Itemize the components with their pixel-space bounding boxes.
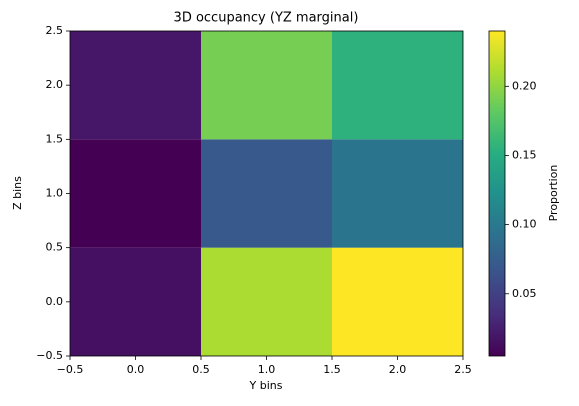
chart-title: 3D occupancy (YZ marginal) (174, 11, 359, 26)
heatmap-cell (70, 139, 201, 248)
colorbar-tick-label: 0.20 (512, 79, 537, 92)
heatmap-cell (70, 247, 201, 356)
y-tick-label: 0.5 (46, 241, 64, 254)
colorbar-tick-label: 0.15 (512, 148, 537, 161)
x-axis-label: Y bins (249, 379, 283, 392)
x-tick-label: 1.5 (323, 363, 341, 376)
x-tick-label: 0.5 (192, 363, 210, 376)
x-tick-label: −0.5 (57, 363, 84, 376)
y-tick-label: 1.0 (46, 187, 64, 200)
heatmap-cell (201, 31, 332, 140)
x-tick-label: 2.0 (389, 363, 407, 376)
colorbar (488, 30, 506, 357)
colorbar-tick-label: 0.10 (512, 218, 537, 231)
heatmap-cell (332, 247, 463, 356)
y-tick-label: 2.5 (46, 24, 64, 37)
heatmap-cell (201, 247, 332, 356)
heatmap-cell (332, 31, 463, 140)
x-tick-label: 1.0 (258, 363, 276, 376)
heatmap-cell (332, 139, 463, 248)
x-tick-label: 2.5 (454, 363, 472, 376)
x-tick-label: 0.0 (127, 363, 145, 376)
colorbar-label: Proportion (547, 165, 560, 222)
heatmap-cell (201, 139, 332, 248)
y-tick-label: 0.0 (46, 295, 64, 308)
y-tick-label: 1.5 (46, 132, 64, 145)
y-axis-label: Z bins (11, 176, 24, 210)
y-tick-label: −0.5 (36, 349, 63, 362)
y-tick-label: 2.0 (46, 78, 64, 91)
heatmap-cell (70, 31, 201, 140)
colorbar-tick-label: 0.05 (512, 287, 537, 300)
